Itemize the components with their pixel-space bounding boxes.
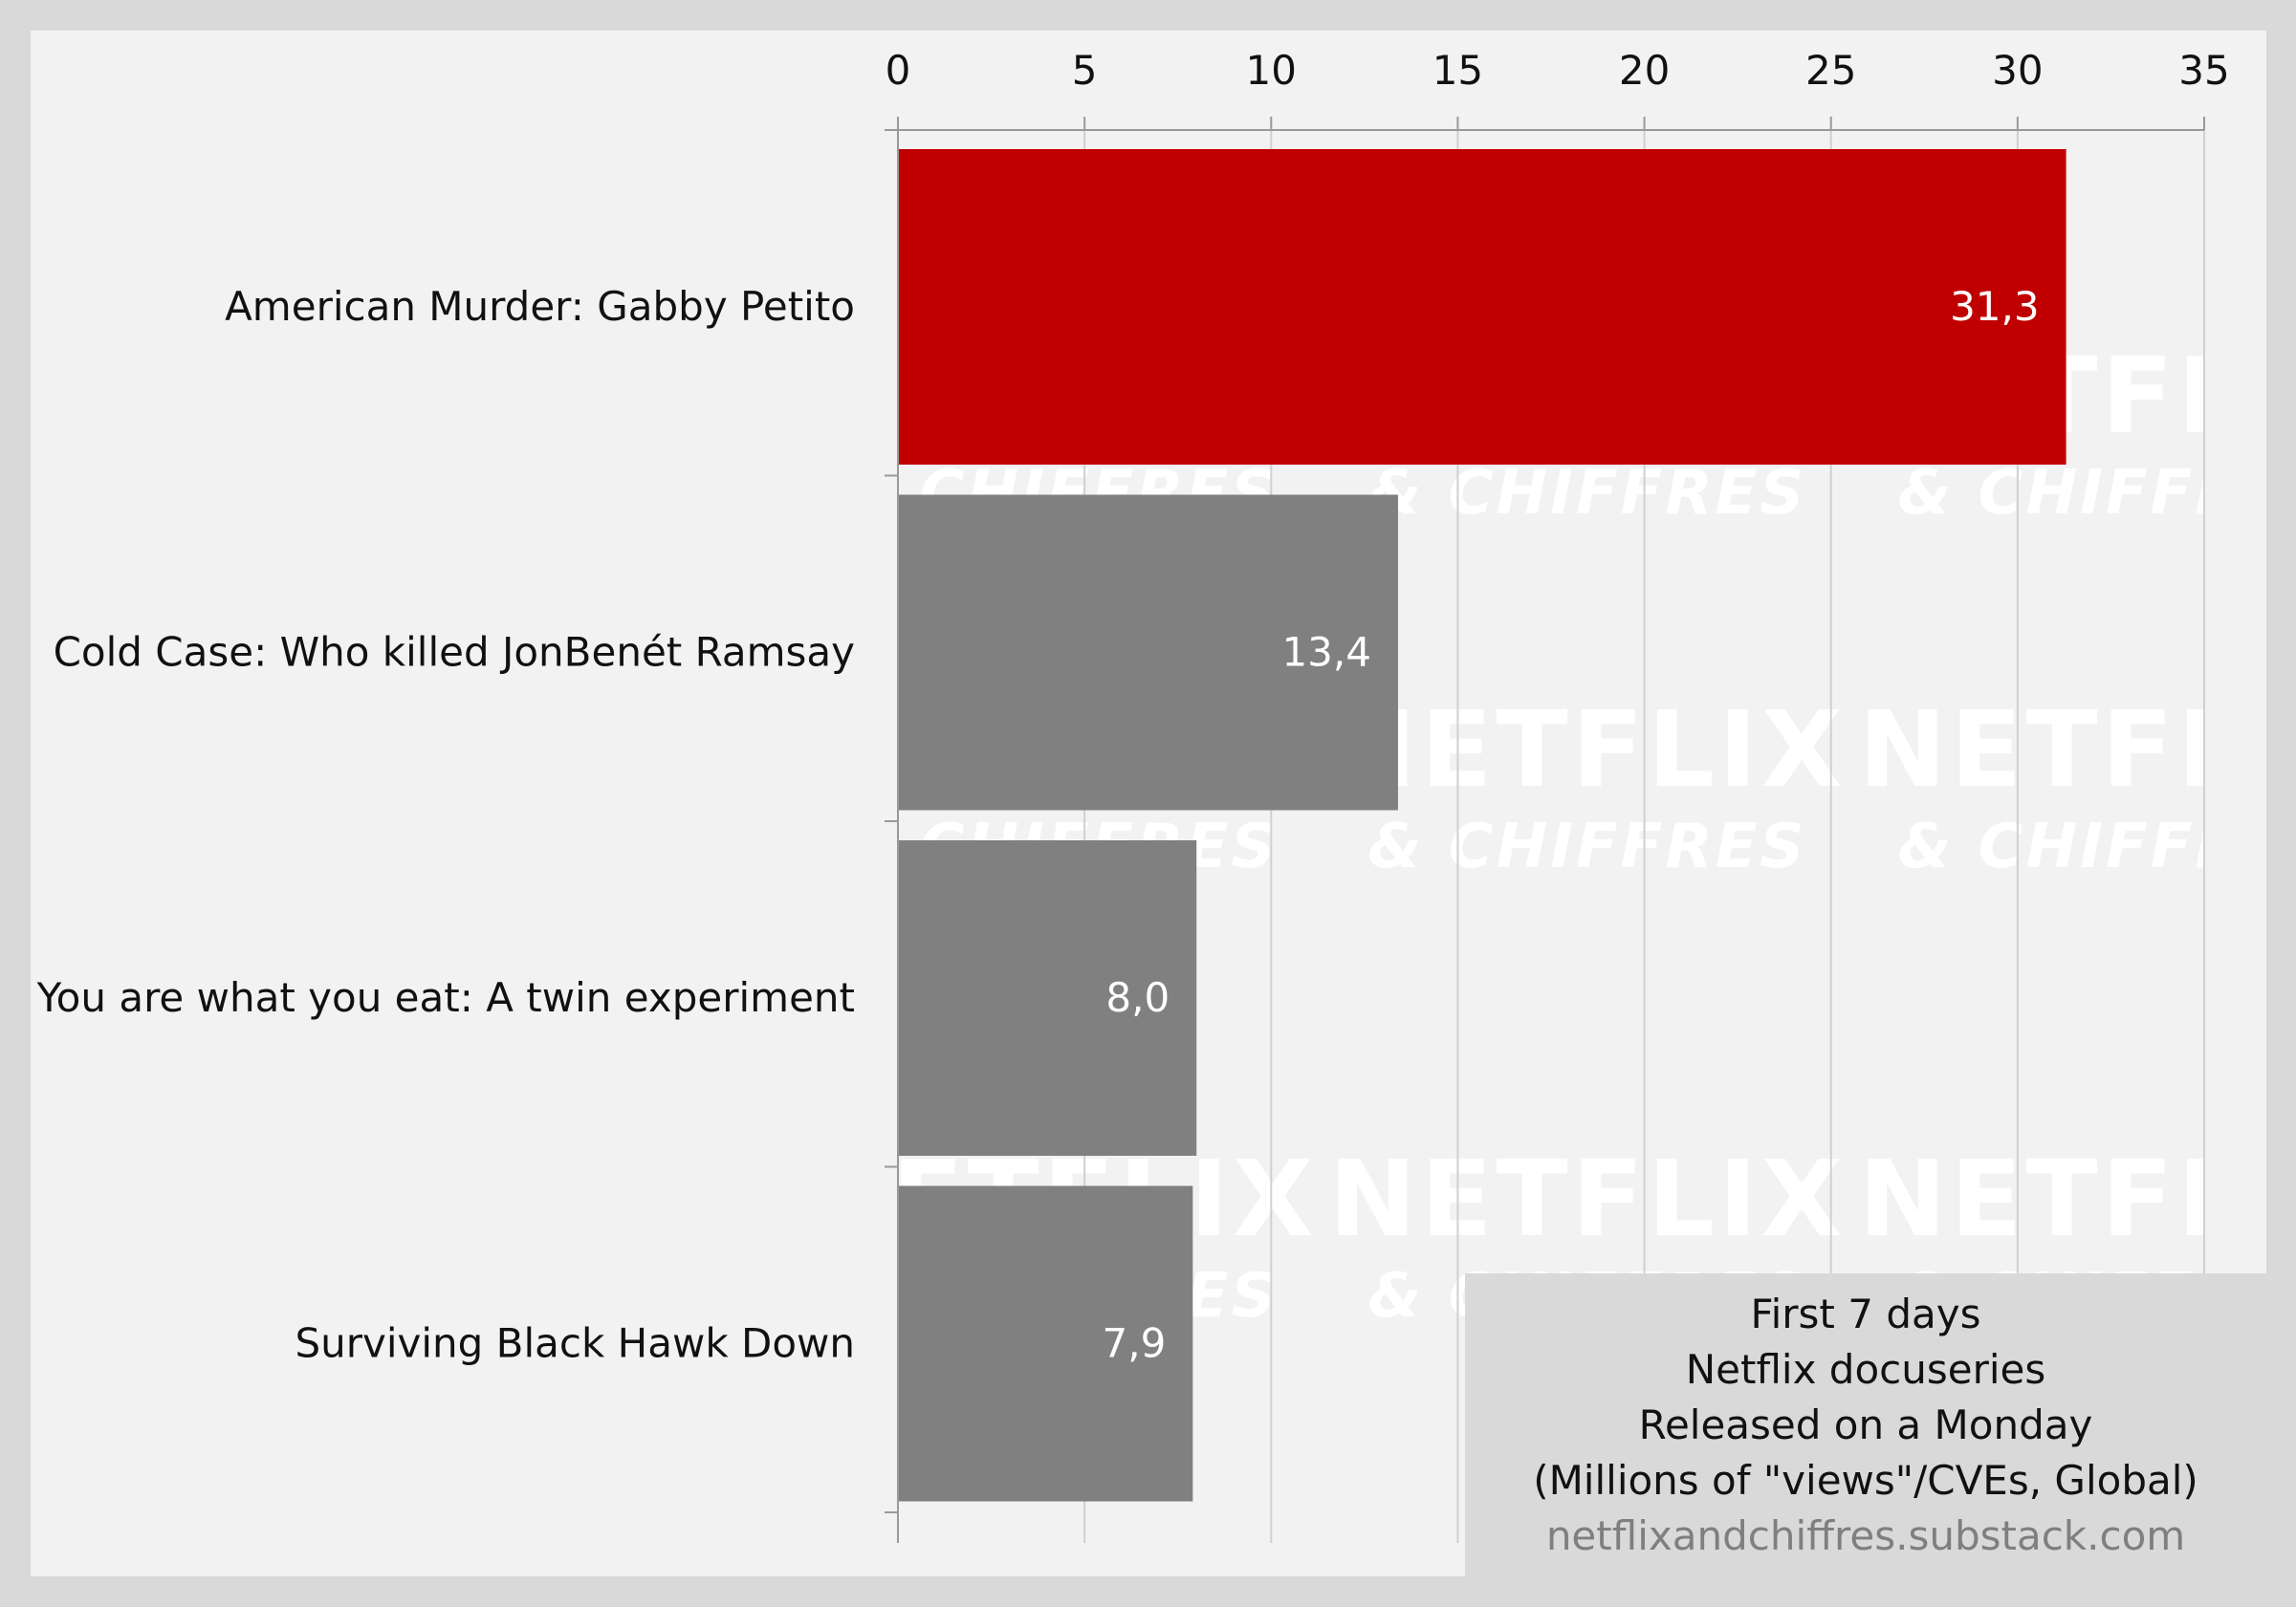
source-credit: netflixandchiffres.substack.com [1545,1511,2186,1559]
legend-line-3: Released on a Monday [1638,1401,2093,1448]
category-label-2: You are what you eat: A twin experiment [36,974,855,1021]
watermark-line1-5: NETFLIX [1858,688,2266,811]
x-tick-label-30: 30 [1992,47,2043,94]
value-label-0: 31,3 [1950,283,2040,330]
watermark-line1-8: NETFLIX [1858,1138,2266,1260]
category-label-3: Surviving Black Hawk Down [295,1320,855,1367]
x-tick-label-5: 5 [1072,47,1098,94]
watermark-line2-4: & CHIFFRES [1368,812,1807,882]
watermark-line2-1: & CHIFFRES [1368,458,1807,529]
watermark-layer: NETFLIX& CHIFFRESNETFLIX& CHIFFRESNETFLI… [898,335,2266,1332]
watermark-line2-2: & CHIFFRES [1898,458,2266,529]
value-label-2: 8,0 [1105,974,1170,1021]
bar-chart: NETFLIX& CHIFFRESNETFLIX& CHIFFRESNETFLI… [36,47,2266,1543]
x-tick-label-10: 10 [1246,47,1297,94]
bar-0 [898,149,2066,465]
category-labels: American Murder: Gabby Petito Cold Case: … [36,283,855,1367]
legend-line-4: (Millions of "views"/CVEs, Global) [1533,1456,2198,1504]
value-labels: 31,3 13,4 8,0 7,9 [1103,283,2040,1367]
watermark-line1-4: NETFLIX [1328,688,1846,811]
x-tick-labels: 0 5 10 15 20 25 30 35 [886,47,2230,94]
watermark-line1-7: NETFLIX [1328,1138,1846,1260]
legend-line-1: First 7 days [1750,1290,1981,1337]
value-label-3: 7,9 [1103,1320,1167,1367]
x-tick-label-35: 35 [2178,47,2229,94]
x-tick-label-20: 20 [1619,47,1670,94]
category-label-0: American Murder: Gabby Petito [225,283,855,330]
bar-1 [898,494,1398,811]
legend-line-2: Netflix docuseries [1685,1345,2046,1393]
watermark-line2-5: & CHIFFRES [1898,812,2266,882]
x-tick-label-25: 25 [1805,47,1856,94]
x-axis [885,117,2205,1543]
x-tick-label-15: 15 [1432,47,1483,94]
bar-3 [898,1185,1193,1502]
chart-frame: NETFLIX& CHIFFRESNETFLIX& CHIFFRESNETFLI… [31,31,2266,1576]
value-label-1: 13,4 [1281,629,1371,676]
x-tick-label-0: 0 [886,47,911,94]
bar-2 [898,840,1197,1156]
legend-box: First 7 days Netflix docuseries Released… [1465,1273,2266,1576]
category-label-1: Cold Case: Who killed JonBenét Ramsay [54,629,855,676]
bars [898,149,2066,1502]
